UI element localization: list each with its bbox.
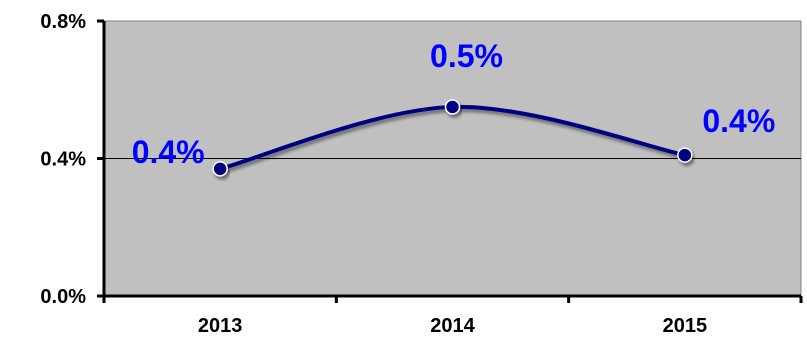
x-tick-label: 2015: [663, 315, 708, 337]
x-tick-label: 2014: [430, 315, 475, 337]
data-label: 0.5%: [430, 38, 503, 74]
y-tick-label: 0.4%: [40, 149, 86, 171]
data-point: [677, 147, 693, 163]
data-label: 0.4%: [132, 134, 205, 170]
series-layer: [212, 99, 693, 177]
data-label: 0.4%: [702, 103, 775, 139]
y-tick-label: 0.0%: [40, 286, 86, 308]
y-tick-label: 0.8%: [40, 11, 86, 33]
axes: 0.0% 0.4% 0.8% 2013 2014 2015: [40, 11, 803, 337]
x-tick-label: 2013: [198, 315, 243, 337]
data-point: [212, 161, 228, 177]
labels: 0.4% 0.5% 0.4%: [132, 38, 776, 170]
data-point: [444, 99, 461, 115]
